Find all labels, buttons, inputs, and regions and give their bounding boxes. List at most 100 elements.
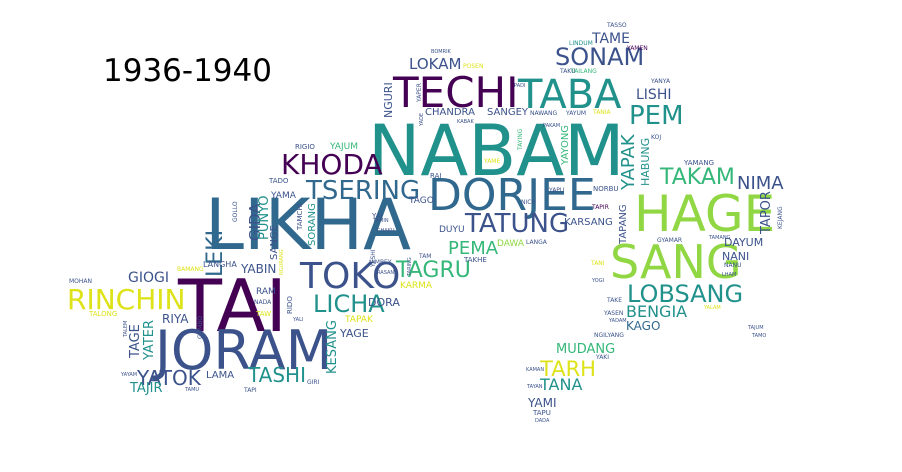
word-cloud-word: TAPU — [533, 409, 551, 417]
word-cloud-word: TASHI — [248, 363, 306, 387]
word-cloud-word: TAGE — [128, 324, 143, 358]
word-cloud-word: TAI — [178, 264, 287, 348]
word-cloud-word: DORJEE — [428, 170, 596, 221]
word-cloud-word: YANYA — [651, 78, 671, 85]
word-cloud-word: TAME — [592, 31, 630, 47]
word-cloud-word: YAPAK — [618, 134, 639, 190]
word-cloud-word: YADAM — [609, 318, 627, 324]
word-cloud-word: POSEN — [463, 63, 484, 70]
word-cloud-word: TAMIN — [373, 218, 389, 224]
word-cloud-word: LINDUM — [569, 40, 593, 47]
word-cloud-word: RAM — [256, 287, 276, 297]
word-cloud-word: YAMEN — [627, 45, 648, 52]
word-cloud-word: YAPU — [549, 187, 565, 194]
word-cloud-word: PEM — [629, 101, 684, 131]
word-cloud-word: LEKI — [203, 229, 228, 277]
word-cloud-word: TADO — [269, 177, 289, 185]
word-cloud-word: YAYAM — [121, 372, 138, 378]
word-cloud-word: TAJUM — [748, 325, 764, 331]
word-cloud-word: KARMA — [400, 281, 433, 291]
word-cloud-word: TAYING — [517, 128, 524, 150]
word-cloud-word: HAGE — [634, 185, 776, 243]
word-cloud-word: NICH — [521, 199, 536, 206]
word-cloud-word: YAMANG — [684, 159, 715, 167]
word-cloud-word: MOHAN — [69, 278, 93, 285]
word-cloud-word: YALAM — [704, 305, 721, 311]
word-cloud-word: TASSO — [607, 22, 627, 29]
word-cloud-word: TALEM — [123, 320, 129, 337]
word-cloud-word: YAJUM — [330, 142, 358, 152]
word-cloud-word: MUDANG — [556, 342, 616, 357]
word-cloud-word: TAPANG — [618, 204, 629, 244]
word-cloud-word: YAGE — [340, 327, 369, 340]
word-cloud-word: LAMA — [206, 370, 235, 381]
word-cloud-word: HABUNG — [639, 137, 652, 186]
word-cloud-word: YATOK — [137, 366, 201, 390]
word-cloud-word: NANU — [724, 262, 742, 269]
word-cloud-word: CHANDRA — [425, 107, 475, 118]
word-cloud-word: NGURI — [382, 82, 395, 118]
word-cloud-word: KAMAN — [526, 367, 545, 373]
word-cloud-word: YASEN — [604, 310, 624, 317]
word-cloud-word: NGILYANG — [594, 332, 624, 339]
word-cloud-word: TALONG — [89, 310, 118, 318]
word-cloud-word: RAI — [430, 172, 442, 180]
word-cloud-word: BENGIA — [626, 302, 688, 321]
word-cloud-word: TARING — [407, 257, 413, 276]
word-cloud-word: YABIN — [241, 262, 277, 276]
word-cloud-word: YESHI — [370, 249, 377, 267]
word-cloud-word: LHAM — [722, 272, 737, 278]
period-title: 1936-1940 — [103, 53, 272, 89]
word-cloud-word: LOKAM — [409, 55, 462, 73]
word-cloud-word: DORA — [368, 296, 400, 309]
word-cloud-word: TAJIR — [130, 381, 163, 396]
word-cloud-word: TAPAK — [345, 315, 373, 325]
word-cloud-word: NABAM — [368, 110, 625, 192]
word-cloud-word: PRASANG — [374, 270, 399, 276]
word-cloud-word: TAPI — [244, 387, 257, 394]
word-cloud-word: TAMANG — [709, 235, 731, 241]
word-cloud-word: KESANG — [325, 320, 340, 374]
word-cloud-word: CHAKU — [377, 228, 395, 234]
word-cloud-word: KAGO — [626, 319, 661, 333]
word-cloud-word: SONAM — [555, 43, 645, 71]
word-cloud-word: NANI — [722, 250, 750, 263]
word-cloud-word: YADE — [419, 112, 425, 126]
word-cloud-word: KOJ — [651, 134, 662, 141]
word-cloud-word: TAKAM — [660, 165, 735, 190]
word-cloud-word: TSERING — [306, 176, 421, 206]
word-cloud-word: DADA — [535, 418, 550, 424]
word-cloud-word: TAKU — [560, 68, 576, 75]
word-cloud-word: YAPER — [416, 83, 423, 102]
word-cloud-word: TAYAN — [527, 384, 543, 390]
word-cloud-word: TAPIR — [592, 204, 609, 211]
word-cloud-word: TAPOR — [759, 191, 774, 234]
word-cloud-word: BAMANG — [177, 266, 204, 273]
word-cloud-word: LANGA — [526, 239, 547, 246]
word-cloud-word: LANGHA — [203, 260, 237, 269]
word-cloud-word: LOBSANG — [627, 280, 744, 308]
word-cloud-word: TECHI — [393, 68, 519, 117]
word-cloud-word: TATUNG — [465, 209, 570, 239]
word-cloud-word: KHODA — [281, 148, 383, 181]
word-cloud-word: GOLLO — [232, 201, 239, 222]
word-cloud-word: GIRI — [307, 379, 320, 386]
word-cloud-word: RIGIO — [295, 143, 315, 151]
word-cloud-word: TAMCHI — [296, 203, 304, 230]
word-cloud-word: JAMBEY — [369, 259, 392, 266]
word-cloud-word: RINCHIN — [67, 283, 186, 316]
word-cloud-word: TAKHE — [464, 256, 487, 264]
word-cloud-word: LISHI — [636, 87, 672, 103]
word-cloud-word: YOGI — [592, 278, 605, 284]
word-cloud-word: NAWANG — [530, 110, 558, 117]
word-cloud-word: YAMI — [528, 396, 557, 410]
word-cloud-word: TARH — [540, 357, 596, 381]
word-cloud-word: TAMU — [185, 387, 200, 393]
word-cloud-word: GYAMAR — [657, 237, 683, 244]
word-cloud-word: SANG — [610, 235, 742, 289]
word-cloud-word: SANGEY — [487, 107, 529, 118]
word-cloud-word: RIYA — [162, 312, 189, 326]
word-cloud-word: YAKI — [596, 354, 610, 361]
word-cloud-word: DUYU — [439, 225, 465, 235]
